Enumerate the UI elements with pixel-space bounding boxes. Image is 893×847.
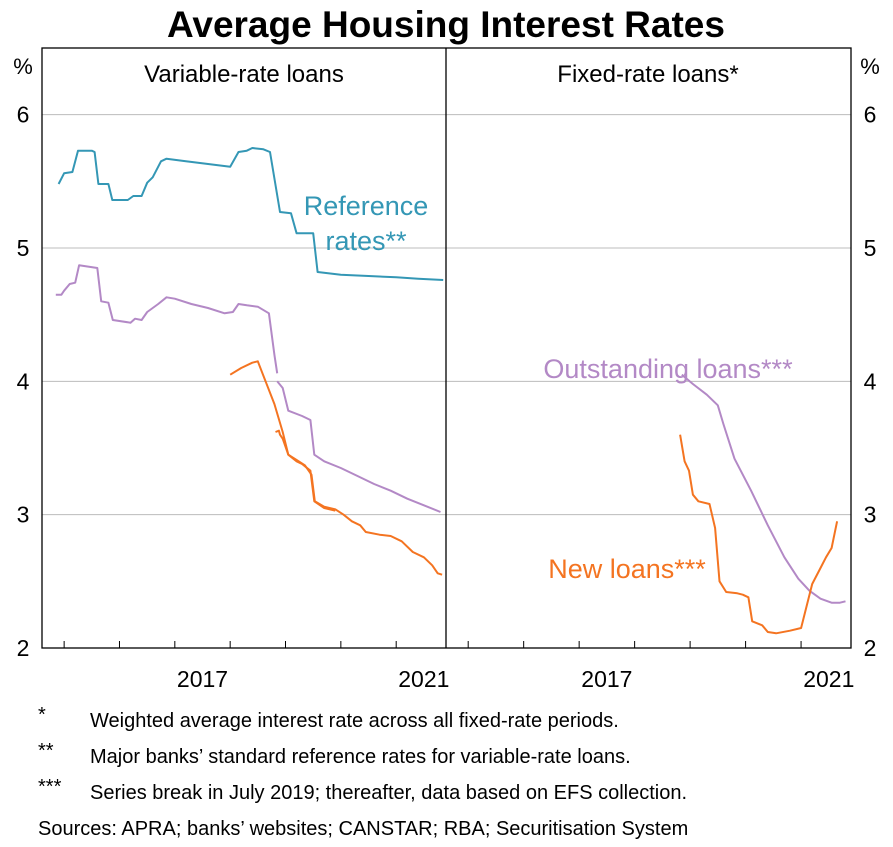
footnote-row: ** Major banks’ standard reference rates… (38, 739, 888, 775)
series-line-new (229, 360, 336, 512)
y-unit-right: % (860, 54, 880, 79)
annotation-outstanding-loans: Outstanding loans*** (543, 354, 793, 384)
x-tick-label: 2021 (803, 666, 854, 692)
x-tick-label: 2021 (398, 666, 449, 692)
annotation-reference-rates-line2: rates** (325, 226, 407, 256)
y-tick-label-right: 4 (864, 368, 877, 394)
axis-ticks: 2 2 3 3 4 4 5 5 6 6 2017 2021 2017 2021 (17, 102, 877, 692)
plot-frame (41, 47, 852, 649)
series-line-outstanding (681, 373, 846, 604)
series-line-reference (57, 147, 444, 281)
footnotes: * Weighted average interest rate across … (38, 703, 888, 847)
footnote-text: Weighted average interest rate across al… (90, 710, 619, 732)
series-line-new (275, 429, 443, 576)
footnote-row: *** Series break in July 2019; thereafte… (38, 775, 888, 811)
annotation-reference-rates-line1: Reference (304, 191, 429, 221)
y-tick-label-right: 6 (864, 102, 877, 128)
x-tick-label: 2017 (581, 666, 632, 692)
y-unit-left: % (13, 54, 33, 79)
chart: Average Housing Interest Rates % % 2 2 3 3 4… (13, 4, 880, 692)
panel-title-variable: Variable-rate loans (144, 61, 344, 88)
footnote-mark: *** (38, 776, 62, 798)
annotation-new-loans: New loans*** (548, 554, 706, 584)
x-tick-label: 2017 (177, 666, 228, 692)
series-lines (55, 147, 846, 635)
series-annotations: Reference rates** Outstanding loans*** N… (304, 191, 793, 584)
footnote-mark: ** (38, 740, 54, 762)
y-tick-label-right: 5 (864, 235, 877, 261)
footnote-text: Series break in July 2019; thereafter, d… (90, 782, 688, 804)
footnote-mark: * (38, 704, 46, 726)
panel-title-fixed: Fixed-rate loans* (557, 61, 738, 88)
series-line-outstanding (276, 380, 441, 513)
y-tick-label-left: 5 (17, 235, 30, 261)
footnote-row: * Weighted average interest rate across … (38, 703, 888, 739)
y-tick-label-right: 3 (864, 502, 877, 528)
sources-row: Sources: APRA; banks’ websites; CANSTAR;… (38, 811, 888, 847)
y-tick-label-left: 6 (17, 102, 30, 128)
chart-title: Average Housing Interest Rates (167, 4, 725, 45)
y-tick-label-left: 4 (17, 368, 30, 394)
sources-text: Sources: APRA; banks’ websites; CANSTAR;… (38, 818, 689, 840)
series-line-outstanding (55, 264, 279, 374)
y-tick-label-right: 2 (864, 635, 877, 661)
series-line-new (679, 434, 839, 635)
y-tick-label-left: 3 (17, 502, 30, 528)
footnote-text: Major banks’ standard reference rates fo… (90, 746, 631, 768)
y-tick-label-left: 2 (17, 635, 30, 661)
